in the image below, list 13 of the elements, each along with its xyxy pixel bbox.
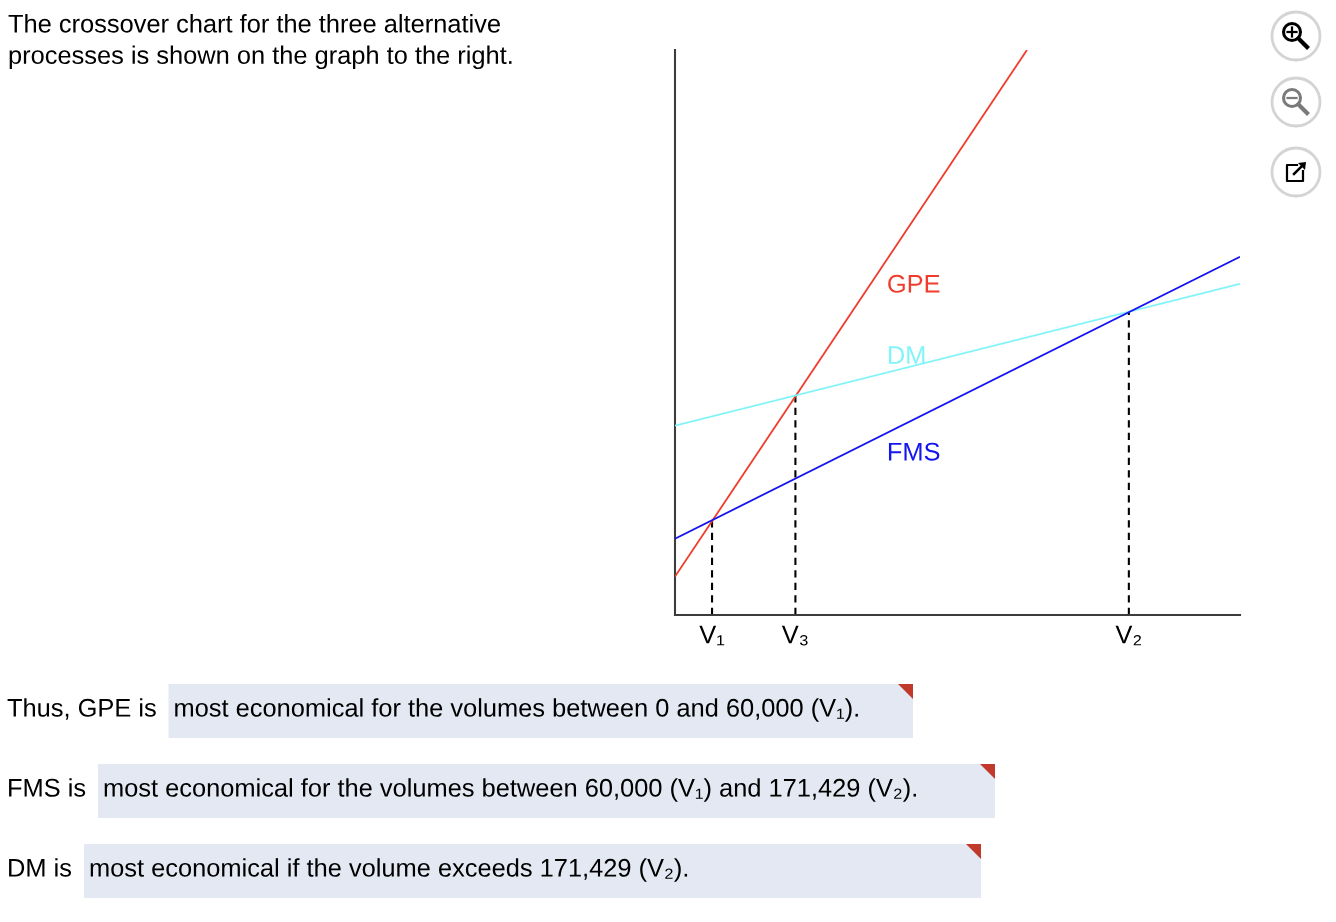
series-label: GPE xyxy=(888,274,940,293)
text: Thus, GPE is xyxy=(7,698,156,720)
text: The crossover chart for the three alternative processes is shown on the graph to the right. xyxy=(8,14,512,70)
text: most economical if the volume exceeds 171,429 (V₂). xyxy=(90,858,688,882)
text: most economical for the volumes between 60,000 (V₁) and 171,429 (V₂). xyxy=(104,778,916,802)
series-label: FMS xyxy=(888,442,940,461)
text: most economical for the volumes between 0 and 60,000 (V₁). xyxy=(175,698,858,722)
text: DM is xyxy=(9,858,72,877)
x-tick-label: V₁ xyxy=(699,625,725,646)
series-label: DM xyxy=(888,346,925,364)
x-tick-label: V₂ xyxy=(1115,625,1141,646)
x-tick-label: V₃ xyxy=(781,625,808,646)
text: FMS is xyxy=(9,778,86,797)
